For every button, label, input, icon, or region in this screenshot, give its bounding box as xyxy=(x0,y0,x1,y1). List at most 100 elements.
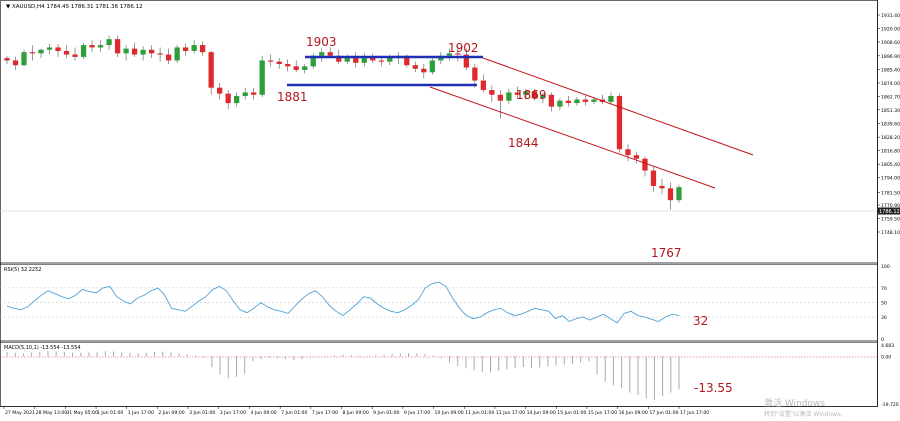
candle-body xyxy=(276,61,282,65)
current-price-label-bg xyxy=(878,207,900,215)
price-tick-label: 1828.20 xyxy=(881,135,900,141)
candle-body xyxy=(21,52,27,66)
candle-body xyxy=(404,55,410,66)
price-panel[interactable]: 1931.40 1920.00 1908.60 1896.90 1885.40 1874.… xyxy=(0,13,900,260)
time-tick-label: 7 Jun 01:00 xyxy=(281,410,307,416)
time-tick-label: 31 May 05:00 xyxy=(66,410,98,416)
macd-level-label: 0.00 xyxy=(881,354,891,360)
candle-body xyxy=(616,95,623,150)
annotation-1767: 1767 xyxy=(651,246,682,260)
price-tick-label: 1874.00 xyxy=(881,81,900,87)
annotation-1903: 1903 xyxy=(306,35,337,49)
candle-body xyxy=(412,65,418,69)
candle-body xyxy=(667,188,674,201)
candle-body xyxy=(446,53,452,56)
candle-body xyxy=(97,45,104,48)
candle-body xyxy=(642,158,648,171)
price-tick-label: 1851.30 xyxy=(881,108,900,114)
candle-body xyxy=(523,91,529,95)
time-tick-label: 3 Jun 01:00 xyxy=(189,410,215,416)
candle-body xyxy=(370,58,376,61)
rsi-label: RSI(5) 32.2252 xyxy=(4,267,41,273)
time-tick-label: 11 Jun 17:00 xyxy=(496,410,525,416)
candle-body xyxy=(165,54,172,61)
candle-body xyxy=(191,45,197,51)
candle-body xyxy=(336,55,342,62)
macd-panel[interactable]: MACD(5,10,1) -13.554 -13.554 4.683 0.00 -1… xyxy=(0,343,899,408)
annotation-1902: 1902 xyxy=(448,41,479,55)
candle-body xyxy=(46,47,53,50)
candle-body xyxy=(55,47,61,51)
candle-body xyxy=(387,58,393,62)
time-tick-label: 16 Jun 09:00 xyxy=(619,410,648,416)
annotation-1881: 1881 xyxy=(277,90,308,104)
time-tick-label: 3 Jun 17:00 xyxy=(220,410,246,416)
macd-annotation: -13.55 xyxy=(694,381,733,395)
candle-body xyxy=(310,55,316,67)
candle-body xyxy=(80,45,87,57)
chart-frame xyxy=(0,0,878,407)
price-tick-label: 1839.60 xyxy=(881,122,900,128)
candle-body xyxy=(157,53,163,55)
candle-body xyxy=(217,87,223,94)
candle-body xyxy=(463,54,469,68)
candle-body xyxy=(548,94,555,107)
candle-body xyxy=(608,95,614,102)
channel-upper-line[interactable] xyxy=(482,57,754,156)
rsi-annotation: 32 xyxy=(693,314,708,328)
candle-body xyxy=(557,100,563,107)
candle-body xyxy=(4,58,10,61)
candle-body xyxy=(140,49,146,55)
candle-body xyxy=(148,49,155,54)
candle-body xyxy=(12,60,19,66)
candle-body xyxy=(38,49,44,54)
time-tick-label: 1 Jun 01:00 xyxy=(97,410,123,416)
price-tick-label: 1781.50 xyxy=(881,190,900,196)
time-tick-label: 7 Jun 17:00 xyxy=(312,410,338,416)
candle-body xyxy=(200,45,206,53)
price-tick-label: 1759.50 xyxy=(881,217,900,223)
candle-body xyxy=(676,187,682,201)
time-tick-label: 8 Jun 09:00 xyxy=(343,410,369,416)
candle-body xyxy=(353,58,359,63)
price-tick-label: 1896.90 xyxy=(881,54,900,60)
candle-body xyxy=(472,67,478,81)
candle-body xyxy=(591,99,597,102)
time-tick-label: 11 Jun 01:00 xyxy=(465,410,494,416)
time-axis: 27 May 2021 28 May 13:00 31 May 05:00 1 Jun… xyxy=(3,406,709,416)
candle-body xyxy=(378,60,384,62)
candle-body xyxy=(361,58,367,63)
time-tick-label: 17 Jun 17:00 xyxy=(680,410,709,416)
title-marker-icon: ▼ xyxy=(6,4,12,10)
rsi-level-label: 70 xyxy=(881,286,887,292)
candle-body xyxy=(650,170,657,186)
candle-body xyxy=(540,94,546,99)
candle-body xyxy=(531,91,538,99)
candle-body xyxy=(242,92,248,96)
candle-body xyxy=(489,90,495,95)
time-tick-label: 17 Jun 01:00 xyxy=(649,410,678,416)
candle-body xyxy=(633,155,640,159)
candle-body xyxy=(268,60,274,62)
price-tick-label: 1920.00 xyxy=(881,26,900,32)
annotation-1869: 1869 xyxy=(516,88,547,102)
candle-body xyxy=(29,52,36,54)
time-tick-label: 10 Jun 09:00 xyxy=(435,410,464,416)
candle-body xyxy=(344,58,350,62)
time-tick-label: 9 Jun 17:00 xyxy=(404,410,430,416)
price-tick-label: 1770.90 xyxy=(881,203,900,209)
time-tick-label: 2 Jun 09:00 xyxy=(158,410,184,416)
macd-label: MACD(5,10,1) -13.554 -13.554 xyxy=(4,345,81,351)
channel-lower-line[interactable] xyxy=(429,86,716,189)
price-tick-label: 1931.40 xyxy=(881,13,900,19)
current-price-label: 1786.12 xyxy=(879,209,900,215)
price-tick-label: 1908.60 xyxy=(881,40,900,46)
candle-body xyxy=(582,99,589,102)
rsi-level-label: 30 xyxy=(881,315,887,321)
candle-body xyxy=(455,53,461,55)
candle-body xyxy=(506,92,512,101)
candle-body xyxy=(565,100,572,104)
chart-title: ▼ XAUUSD,H4 1784.45 1786.31 1781.36 1786… xyxy=(6,4,143,10)
rsi-panel[interactable]: RSI(5) 32.2252 100 70 50 30 0 32 xyxy=(0,264,890,343)
